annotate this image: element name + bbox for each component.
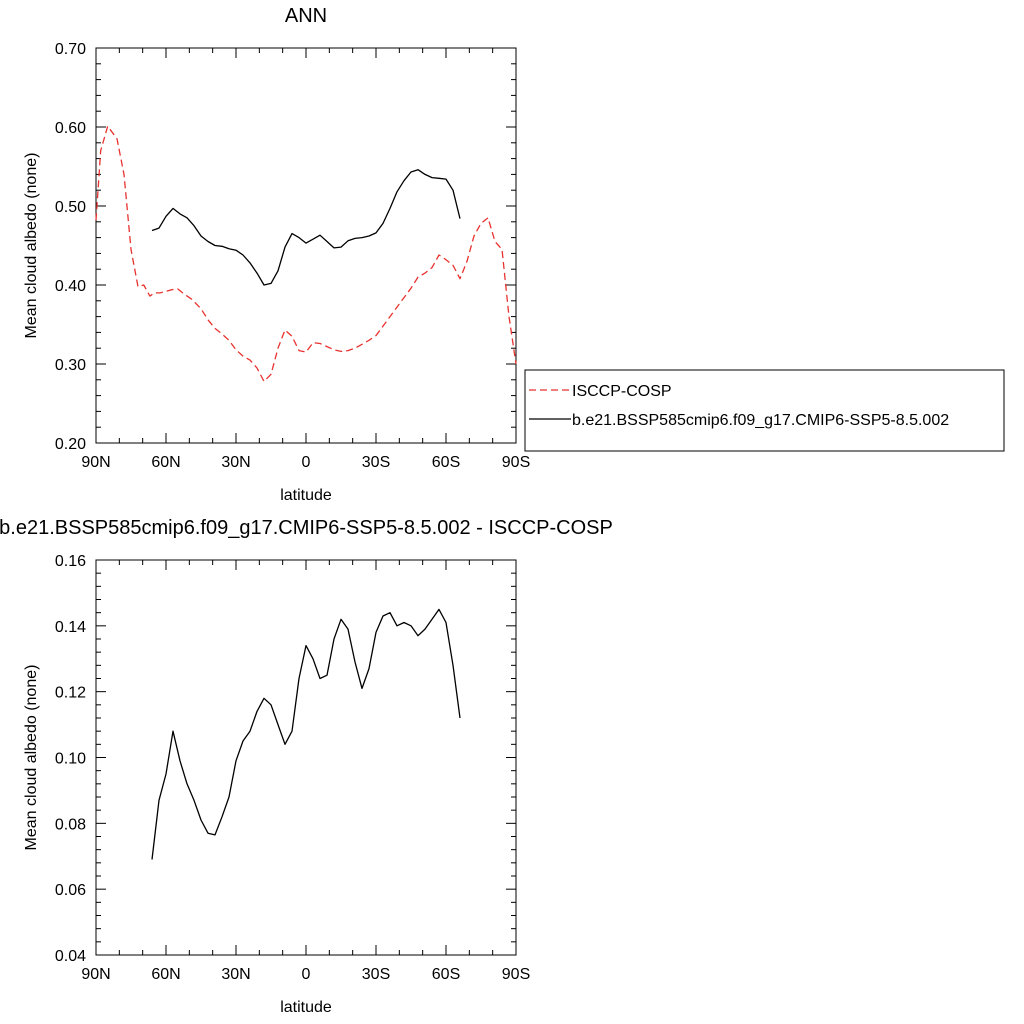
x-axis-label: latitude [280, 999, 332, 1016]
series-line-1 [151, 608, 461, 860]
x-tick-label: 0 [302, 454, 311, 471]
panel-2: b.e21.BSSP585cmip6.f09_g17.CMIP6-SSP5-8.… [0, 517, 613, 1016]
legend-label-1: ISCCP-COSP [572, 383, 672, 400]
y-tick-label: 0.08 [55, 816, 86, 833]
y-tick-label: 0.20 [55, 436, 86, 453]
y-tick-label: 0.30 [55, 357, 86, 374]
x-tick-label: 90S [502, 454, 530, 471]
y-tick-label: 0.14 [55, 619, 86, 636]
legend-box [524, 369, 1005, 452]
x-tick-label: 90N [81, 966, 110, 983]
x-tick-label: 60S [432, 454, 460, 471]
x-tick-label: 60N [151, 454, 180, 471]
legend-label-2: b.e21.BSSP585cmip6.f09_g17.CMIP6-SSP5-8.… [572, 412, 949, 429]
y-tick-label: 0.10 [55, 751, 86, 768]
x-tick-label: 30S [362, 454, 390, 471]
x-tick-label: 30N [221, 454, 250, 471]
plot-frame [95, 559, 517, 956]
x-tick-label: 60S [432, 966, 460, 983]
plot-frame [95, 47, 517, 444]
y-tick-label: 0.50 [55, 199, 86, 216]
x-tick-label: 90S [502, 966, 530, 983]
chart-title: b.e21.BSSP585cmip6.f09_g17.CMIP6-SSP5-8.… [0, 517, 613, 539]
series-line-1 [95, 125, 517, 383]
x-tick-label: 0 [302, 966, 311, 983]
y-tick-label: 0.70 [55, 41, 86, 58]
x-axis-label: latitude [280, 487, 332, 504]
y-axis-label: Mean cloud albedo (none) [23, 665, 40, 851]
y-tick-label: 0.40 [55, 278, 86, 295]
panel-1: ANN 90N 60N 30N 0 30S 60S 90S 0.20 0.30 0.40 0.50 0.… [23, 5, 1005, 504]
y-tick-label: 0.16 [55, 553, 86, 570]
legend: ISCCP-COSP b.e21.BSSP585cmip6.f09_g17.CMI… [524, 369, 1005, 452]
series-line-2 [151, 169, 461, 286]
x-tick-label: 30S [362, 966, 390, 983]
chart-title: ANN [285, 5, 327, 27]
y-tick-label: 0.60 [55, 120, 86, 137]
y-tick-label: 0.12 [55, 685, 86, 702]
x-tick-label: 60N [151, 966, 180, 983]
y-tick-label: 0.04 [55, 948, 86, 965]
y-axis-label: Mean cloud albedo (none) [23, 153, 40, 339]
x-tick-label: 90N [81, 454, 110, 471]
x-tick-label: 30N [221, 966, 250, 983]
y-tick-label: 0.06 [55, 882, 86, 899]
